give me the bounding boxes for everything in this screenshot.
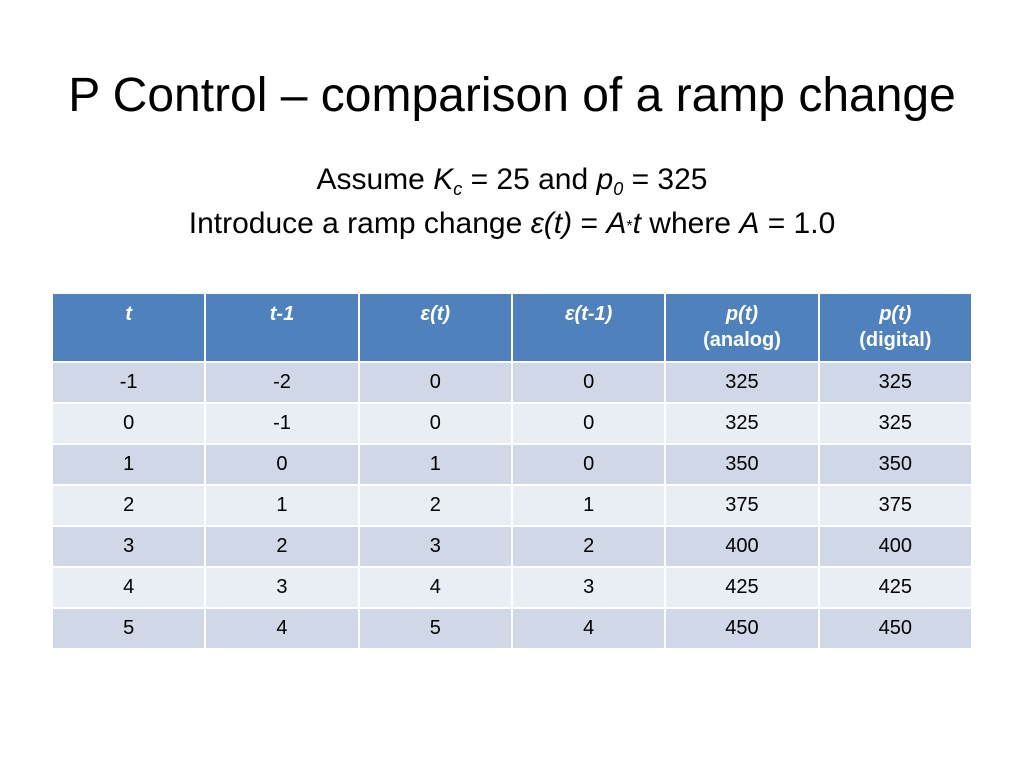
cell-t: 5: [50, 607, 207, 650]
cell-p-analog: 375: [664, 484, 820, 527]
multiply-star: *: [626, 218, 633, 235]
slide-title: P Control – comparison of a ramp change: [68, 69, 956, 122]
cell-epsilon-t: 5: [357, 607, 513, 650]
t-symbol: t: [632, 207, 641, 240]
cell-t-minus-1: 2: [204, 525, 360, 568]
cell-epsilon-t: 2: [357, 484, 513, 527]
cell-epsilon-t-minus-1: 0: [510, 443, 667, 486]
cell-epsilon-t-minus-1: 0: [510, 402, 667, 445]
cell-p-analog: 350: [664, 443, 820, 486]
ramp-line: Introduce a ramp change ε(t) = A*t where…: [0, 202, 1024, 249]
cell-p-digital: 425: [817, 566, 974, 609]
table-row: 4 3 4 3 425 425: [50, 566, 974, 609]
cell-t-minus-1: 1: [204, 484, 360, 527]
table-row: 1 0 1 0 350 350: [50, 443, 974, 486]
table-row: 5 4 5 4 450 450: [50, 607, 974, 650]
cell-p-digital: 375: [817, 484, 974, 527]
p0-value: = 325: [631, 163, 708, 196]
cell-t-minus-1: 4: [204, 607, 360, 650]
p0-symbol: p: [596, 163, 614, 196]
cell-p-digital: 325: [817, 361, 974, 404]
ramp-comparison-table: t t-1 ε(t) ε(t-1) p(t) (analog) p(t) (digi…: [50, 292, 974, 650]
table-row: 0 -1 0 0 325 325: [50, 402, 974, 445]
cell-p-digital: 325: [817, 402, 974, 445]
a-symbol: A: [606, 207, 627, 240]
cell-p-digital: 400: [817, 525, 974, 568]
p0-subscript: 0: [613, 179, 624, 199]
cell-t-minus-1: 0: [204, 443, 360, 486]
cell-epsilon-t-minus-1: 0: [510, 361, 667, 404]
kc-subscript: c: [453, 179, 463, 199]
cell-t-minus-1: -1: [204, 402, 360, 445]
cell-t: 1: [50, 443, 207, 486]
cell-epsilon-t-minus-1: 4: [510, 607, 667, 650]
equals-sign: =: [580, 207, 598, 240]
cell-t: 4: [50, 566, 207, 609]
slide-subtitle: Assume Kc = 25 and p0 = 325 Introduce a …: [0, 158, 1024, 249]
cell-p-analog: 450: [664, 607, 820, 650]
a-value: = 1.0: [767, 207, 836, 240]
header-p-digital: p(t) (digital): [817, 292, 974, 363]
cell-t: 3: [50, 525, 207, 568]
cell-epsilon-t: 1: [357, 443, 513, 486]
header-epsilon-t: ε(t): [357, 292, 513, 363]
cell-t: -1: [50, 361, 207, 404]
cell-p-analog: 400: [664, 525, 820, 568]
cell-epsilon-t: 4: [357, 566, 513, 609]
where-word: where: [649, 207, 731, 240]
cell-p-analog: 325: [664, 402, 820, 445]
header-t: t: [50, 292, 207, 363]
assume-word: Assume: [316, 163, 425, 196]
cell-p-analog: 325: [664, 361, 820, 404]
cell-t-minus-1: -2: [204, 361, 360, 404]
kc-symbol: K: [433, 163, 454, 196]
table-row: -1 -2 0 0 325 325: [50, 361, 974, 404]
cell-epsilon-t: 3: [357, 525, 513, 568]
header-t-minus-1: t-1: [204, 292, 360, 363]
table-header-row: t t-1 ε(t) ε(t-1) p(t) (analog) p(t) (digi…: [50, 292, 974, 363]
cell-t: 0: [50, 402, 207, 445]
cell-epsilon-t-minus-1: 1: [510, 484, 667, 527]
cell-epsilon-t-minus-1: 3: [510, 566, 667, 609]
cell-t-minus-1: 3: [204, 566, 360, 609]
cell-p-digital: 450: [817, 607, 974, 650]
cell-epsilon-t: 0: [357, 361, 513, 404]
kc-value: = 25 and: [470, 163, 589, 196]
cell-p-digital: 350: [817, 443, 974, 486]
cell-epsilon-t: 0: [357, 402, 513, 445]
cell-epsilon-t-minus-1: 2: [510, 525, 667, 568]
cell-t: 2: [50, 484, 207, 527]
assumption-line: Assume Kc = 25 and p0 = 325: [0, 158, 1024, 202]
header-epsilon-t-minus-1: ε(t-1): [510, 292, 667, 363]
table-row: 2 1 2 1 375 375: [50, 484, 974, 527]
cell-p-analog: 425: [664, 566, 820, 609]
header-p-analog: p(t) (analog): [664, 292, 820, 363]
ramp-intro: Introduce a ramp change: [188, 207, 523, 240]
a-symbol-2: A: [739, 207, 760, 240]
epsilon-symbol: ε(t): [530, 207, 573, 240]
table-row: 3 2 3 2 400 400: [50, 525, 974, 568]
